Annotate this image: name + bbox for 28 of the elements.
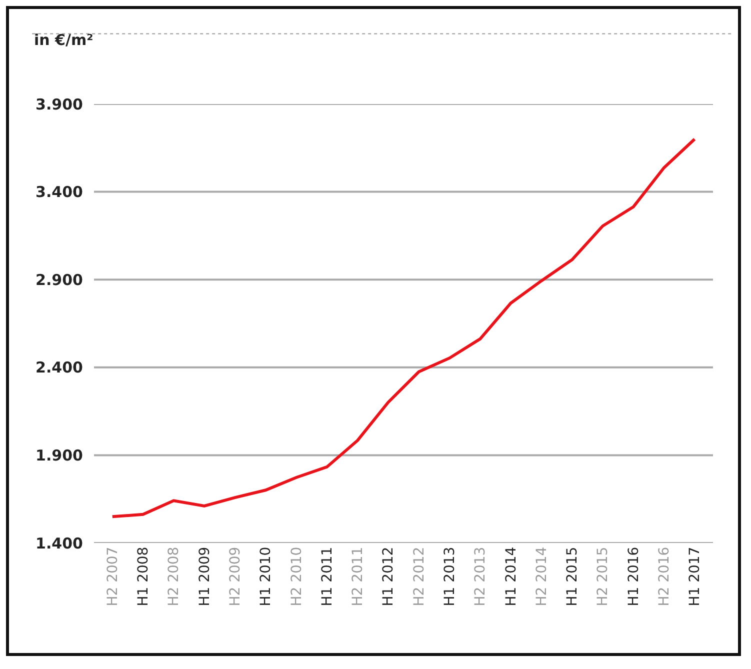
y-tick-label: 2.400 — [36, 358, 83, 377]
y-tick-label: 3.900 — [36, 95, 83, 114]
x-tick-label: H1 2016 — [626, 546, 642, 606]
x-tick-label: H2 2010 — [288, 546, 305, 606]
x-tick-label: H1 2015 — [564, 546, 581, 606]
y-axis-title: in €/m² — [34, 31, 94, 49]
line-series — [110, 138, 696, 518]
x-tick-label: H2 2013 — [472, 546, 489, 606]
x-tick-label: H2 2012 — [411, 546, 428, 606]
x-tick-label: H2 2007 — [104, 546, 121, 606]
x-tick-label: H1 2008 — [136, 546, 152, 606]
x-tick-label: H2 2016 — [656, 546, 673, 606]
x-tick-label: H1 2011 — [319, 546, 336, 606]
x-tick-label: H2 2011 — [350, 546, 366, 606]
x-tick-label: H1 2009 — [196, 546, 213, 606]
x-tick-label: H1 2013 — [442, 546, 458, 606]
x-tick-label: H2 2008 — [166, 546, 182, 606]
x-tick-label: H1 2014 — [503, 546, 520, 606]
x-tick-label: H1 2010 — [258, 546, 274, 606]
x-tick-label: H2 2009 — [228, 546, 244, 606]
x-tick-label: H2 2015 — [595, 546, 612, 606]
y-tick-label: 1.900 — [36, 446, 83, 464]
y-tick-label: 2.900 — [36, 270, 83, 289]
x-tick-label: H1 2017 — [687, 546, 704, 606]
x-tick-label: H2 2014 — [534, 546, 550, 606]
y-tick-label: 3.400 — [36, 183, 83, 202]
y-tick-label: 1.400 — [36, 534, 83, 552]
x-tick-label: H1 2012 — [380, 546, 397, 606]
